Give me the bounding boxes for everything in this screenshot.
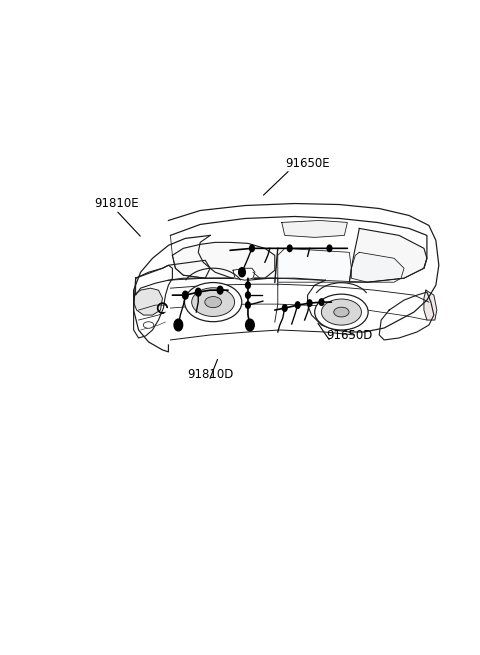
Circle shape [250, 245, 254, 252]
Ellipse shape [334, 307, 349, 317]
Polygon shape [133, 204, 439, 342]
Ellipse shape [322, 299, 361, 325]
Text: 91810D: 91810D [188, 368, 234, 381]
Text: 91650E: 91650E [285, 157, 330, 170]
Polygon shape [282, 221, 348, 237]
Circle shape [319, 299, 324, 305]
Text: 91650D: 91650D [326, 329, 372, 342]
Circle shape [282, 305, 287, 311]
Polygon shape [351, 252, 404, 282]
Text: 91810E: 91810E [95, 197, 139, 210]
Circle shape [246, 302, 251, 309]
Circle shape [195, 288, 201, 296]
Ellipse shape [184, 282, 242, 322]
Polygon shape [424, 290, 437, 320]
Polygon shape [278, 248, 351, 282]
Ellipse shape [205, 297, 221, 308]
Polygon shape [379, 292, 434, 340]
Polygon shape [170, 216, 427, 282]
Circle shape [239, 268, 245, 277]
Polygon shape [172, 242, 275, 278]
Polygon shape [136, 260, 210, 295]
Circle shape [217, 286, 223, 294]
Ellipse shape [192, 288, 235, 316]
Polygon shape [133, 288, 162, 315]
Polygon shape [349, 229, 427, 282]
Circle shape [246, 282, 251, 288]
Circle shape [246, 292, 251, 299]
Circle shape [288, 245, 292, 252]
Circle shape [246, 319, 254, 331]
Circle shape [295, 302, 300, 309]
Polygon shape [133, 265, 172, 338]
Circle shape [174, 319, 183, 331]
Ellipse shape [315, 294, 368, 330]
Polygon shape [233, 269, 255, 280]
Circle shape [307, 300, 312, 307]
Circle shape [182, 291, 188, 299]
Circle shape [327, 245, 332, 252]
Ellipse shape [144, 322, 154, 328]
